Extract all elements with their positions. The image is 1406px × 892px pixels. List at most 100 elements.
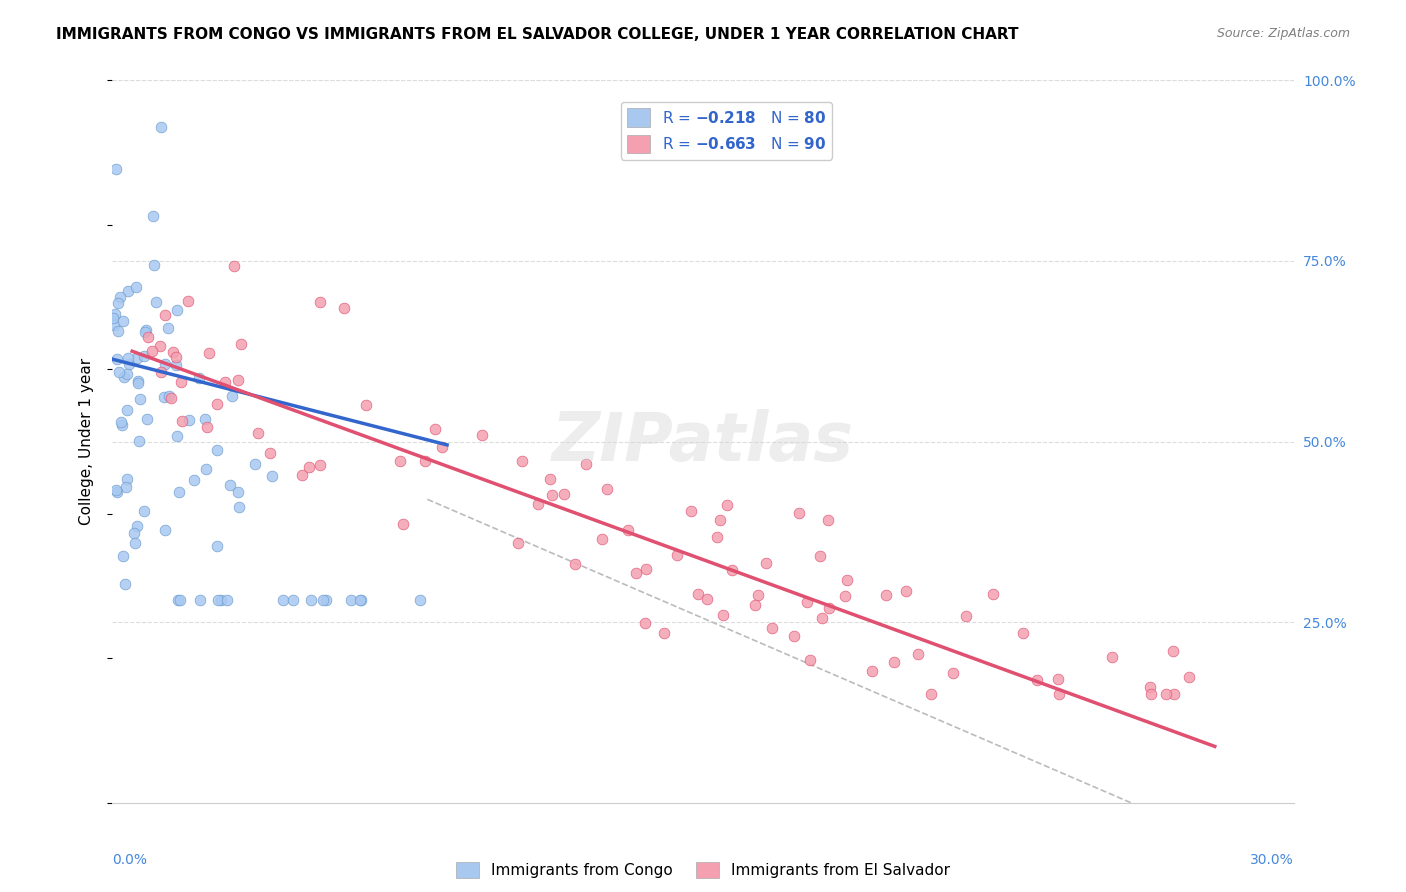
Immigrants from El Salvador bbox=[1011, 626, 1033, 640]
Immigrants from El Salvador bbox=[231, 337, 253, 351]
Immigrants from Congo bbox=[132, 504, 155, 518]
Immigrants from El Salvador bbox=[711, 608, 734, 623]
Immigrants from Congo bbox=[340, 593, 363, 607]
Immigrants from El Salvador bbox=[860, 665, 883, 679]
Immigrants from El Salvador bbox=[681, 504, 703, 518]
Immigrants from Congo bbox=[115, 472, 138, 486]
Immigrants from Congo bbox=[218, 478, 240, 492]
Immigrants from El Salvador bbox=[834, 590, 856, 604]
Immigrants from El Salvador bbox=[796, 595, 818, 609]
Immigrants from El Salvador bbox=[149, 339, 172, 353]
Immigrants from Congo bbox=[157, 389, 180, 403]
Immigrants from El Salvador bbox=[634, 562, 657, 576]
Immigrants from Congo bbox=[207, 593, 229, 607]
Immigrants from El Salvador bbox=[817, 513, 839, 527]
Immigrants from El Salvador bbox=[955, 609, 977, 624]
Immigrants from Congo bbox=[114, 369, 136, 384]
Immigrants from Congo bbox=[153, 523, 176, 537]
Immigrants from El Salvador bbox=[333, 301, 356, 315]
Immigrants from El Salvador bbox=[686, 586, 709, 600]
Immigrants from Congo bbox=[112, 549, 135, 563]
Immigrants from El Salvador bbox=[575, 458, 598, 472]
Immigrants from El Salvador bbox=[170, 375, 193, 389]
Immigrants from El Salvador bbox=[835, 573, 858, 587]
Immigrants from El Salvador bbox=[761, 621, 783, 635]
Immigrants from Congo bbox=[228, 500, 250, 514]
Immigrants from Congo bbox=[142, 258, 165, 272]
Immigrants from Congo bbox=[107, 295, 129, 310]
Immigrants from Congo bbox=[125, 518, 148, 533]
Immigrants from Congo bbox=[115, 402, 138, 417]
Immigrants from Congo bbox=[145, 294, 167, 309]
Immigrants from Congo bbox=[101, 311, 124, 326]
Immigrants from El Salvador bbox=[747, 588, 769, 602]
Immigrants from El Salvador bbox=[160, 391, 183, 405]
Immigrants from Congo bbox=[243, 458, 266, 472]
Immigrants from El Salvador bbox=[1047, 672, 1070, 686]
Immigrants from Congo bbox=[166, 303, 188, 318]
Immigrants from Congo bbox=[104, 483, 127, 497]
Immigrants from El Salvador bbox=[471, 428, 494, 442]
Immigrants from El Salvador bbox=[195, 419, 218, 434]
Immigrants from El Salvador bbox=[153, 308, 176, 322]
Immigrants from El Salvador bbox=[696, 592, 718, 607]
Immigrants from Congo bbox=[105, 351, 128, 366]
Immigrants from El Salvador bbox=[538, 472, 561, 486]
Immigrants from El Salvador bbox=[808, 549, 831, 564]
Immigrants from El Salvador bbox=[665, 548, 688, 562]
Immigrants from Congo bbox=[122, 526, 145, 541]
Text: Source: ZipAtlas.com: Source: ZipAtlas.com bbox=[1216, 27, 1350, 40]
Immigrants from Congo bbox=[153, 357, 176, 371]
Immigrants from Congo bbox=[114, 577, 136, 591]
Immigrants from El Salvador bbox=[709, 513, 731, 527]
Immigrants from El Salvador bbox=[432, 441, 454, 455]
Immigrants from El Salvador bbox=[246, 426, 269, 441]
Immigrants from El Salvador bbox=[354, 398, 377, 412]
Immigrants from El Salvador bbox=[811, 611, 834, 625]
Immigrants from Congo bbox=[105, 485, 128, 500]
Immigrants from Congo bbox=[188, 593, 211, 607]
Immigrants from Congo bbox=[350, 593, 373, 607]
Immigrants from Congo bbox=[149, 120, 172, 135]
Immigrants from El Salvador bbox=[981, 587, 1004, 601]
Immigrants from Congo bbox=[134, 325, 156, 339]
Immigrants from Congo bbox=[118, 357, 141, 371]
Immigrants from El Salvador bbox=[1154, 687, 1177, 701]
Immigrants from El Salvador bbox=[510, 454, 533, 468]
Immigrants from Congo bbox=[188, 371, 211, 385]
Immigrants from Congo bbox=[312, 593, 335, 607]
Immigrants from El Salvador bbox=[626, 566, 648, 580]
Immigrants from El Salvador bbox=[744, 599, 766, 613]
Immigrants from El Salvador bbox=[1026, 673, 1049, 687]
Immigrants from El Salvador bbox=[783, 629, 806, 643]
Immigrants from El Salvador bbox=[1140, 687, 1163, 701]
Immigrants from Congo bbox=[271, 593, 294, 607]
Immigrants from El Salvador bbox=[415, 453, 437, 467]
Immigrants from Congo bbox=[166, 593, 188, 607]
Immigrants from Congo bbox=[117, 351, 139, 365]
Immigrants from Congo bbox=[211, 593, 233, 607]
Immigrants from Congo bbox=[205, 539, 228, 553]
Immigrants from Congo bbox=[125, 279, 148, 293]
Legend: Immigrants from Congo, Immigrants from El Salvador: Immigrants from Congo, Immigrants from E… bbox=[450, 856, 956, 884]
Immigrants from El Salvador bbox=[308, 458, 330, 472]
Immigrants from El Salvador bbox=[894, 584, 917, 599]
Immigrants from Congo bbox=[217, 593, 239, 607]
Immigrants from El Salvador bbox=[716, 498, 738, 512]
Immigrants from Congo bbox=[152, 391, 174, 405]
Immigrants from El Salvador bbox=[165, 350, 187, 364]
Immigrants from El Salvador bbox=[755, 556, 778, 570]
Immigrants from Congo bbox=[108, 365, 131, 379]
Immigrants from Congo bbox=[125, 351, 148, 366]
Immigrants from El Salvador bbox=[141, 344, 163, 359]
Immigrants from Congo bbox=[166, 429, 188, 443]
Y-axis label: College, Under 1 year: College, Under 1 year bbox=[79, 358, 94, 525]
Immigrants from Congo bbox=[111, 418, 134, 433]
Immigrants from El Salvador bbox=[425, 422, 447, 436]
Immigrants from El Salvador bbox=[224, 259, 246, 273]
Immigrants from Congo bbox=[136, 412, 159, 426]
Immigrants from Congo bbox=[110, 415, 132, 429]
Immigrants from Congo bbox=[408, 593, 430, 607]
Immigrants from El Salvador bbox=[1047, 687, 1070, 701]
Immigrants from Congo bbox=[103, 318, 125, 333]
